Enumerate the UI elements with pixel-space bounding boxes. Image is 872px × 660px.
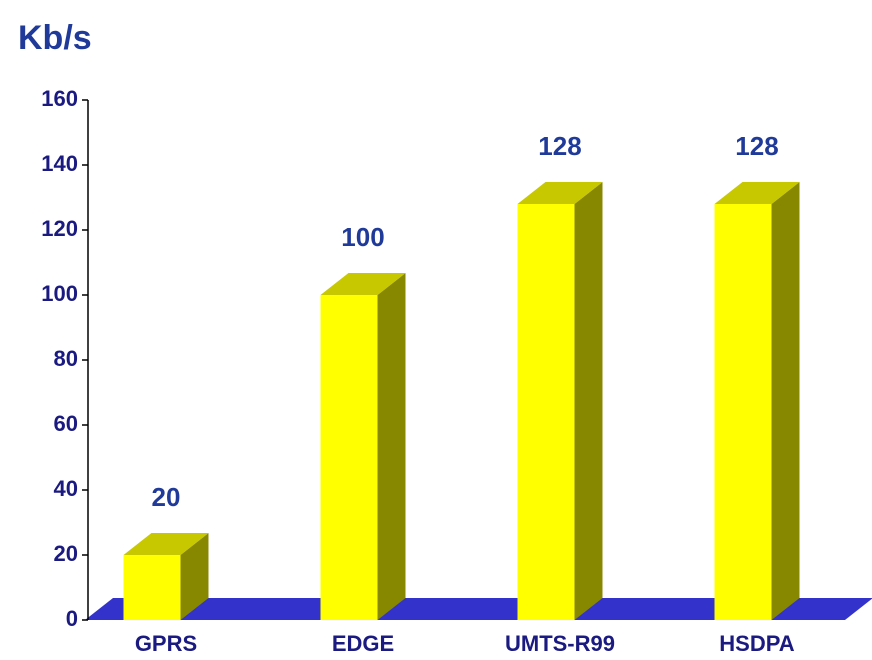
- y-tick-label: 160: [41, 86, 78, 111]
- bar-top: [517, 182, 603, 204]
- bar-side: [574, 182, 603, 620]
- x-tick-label: GPRS: [135, 631, 197, 656]
- data-label: 100: [341, 222, 384, 252]
- y-tick-label: 140: [41, 151, 78, 176]
- bar: [714, 204, 772, 620]
- y-tick-label: 20: [54, 541, 78, 566]
- bar-side: [377, 273, 406, 620]
- data-label: 20: [152, 482, 181, 512]
- x-tick-label: EDGE: [332, 631, 394, 656]
- floor: [85, 598, 872, 620]
- data-label: 128: [735, 131, 778, 161]
- bar: [320, 295, 378, 620]
- y-tick-label: 40: [54, 476, 78, 501]
- y-tick-label: 120: [41, 216, 78, 241]
- bar-top: [320, 273, 406, 295]
- bar-side: [771, 182, 800, 620]
- y-tick-label: 60: [54, 411, 78, 436]
- y-tick-label: 100: [41, 281, 78, 306]
- bar-side: [180, 533, 209, 620]
- bar-top: [123, 533, 209, 555]
- y-tick-label: 0: [66, 606, 78, 631]
- y-tick-label: 80: [54, 346, 78, 371]
- x-tick-label: UMTS-R99: [505, 631, 615, 656]
- bar: [517, 204, 575, 620]
- bar: [123, 555, 181, 620]
- x-tick-label: HSDPA: [719, 631, 794, 656]
- chart-title: Kb/s: [18, 19, 92, 57]
- data-label: 128: [538, 131, 581, 161]
- bar-top: [714, 182, 800, 204]
